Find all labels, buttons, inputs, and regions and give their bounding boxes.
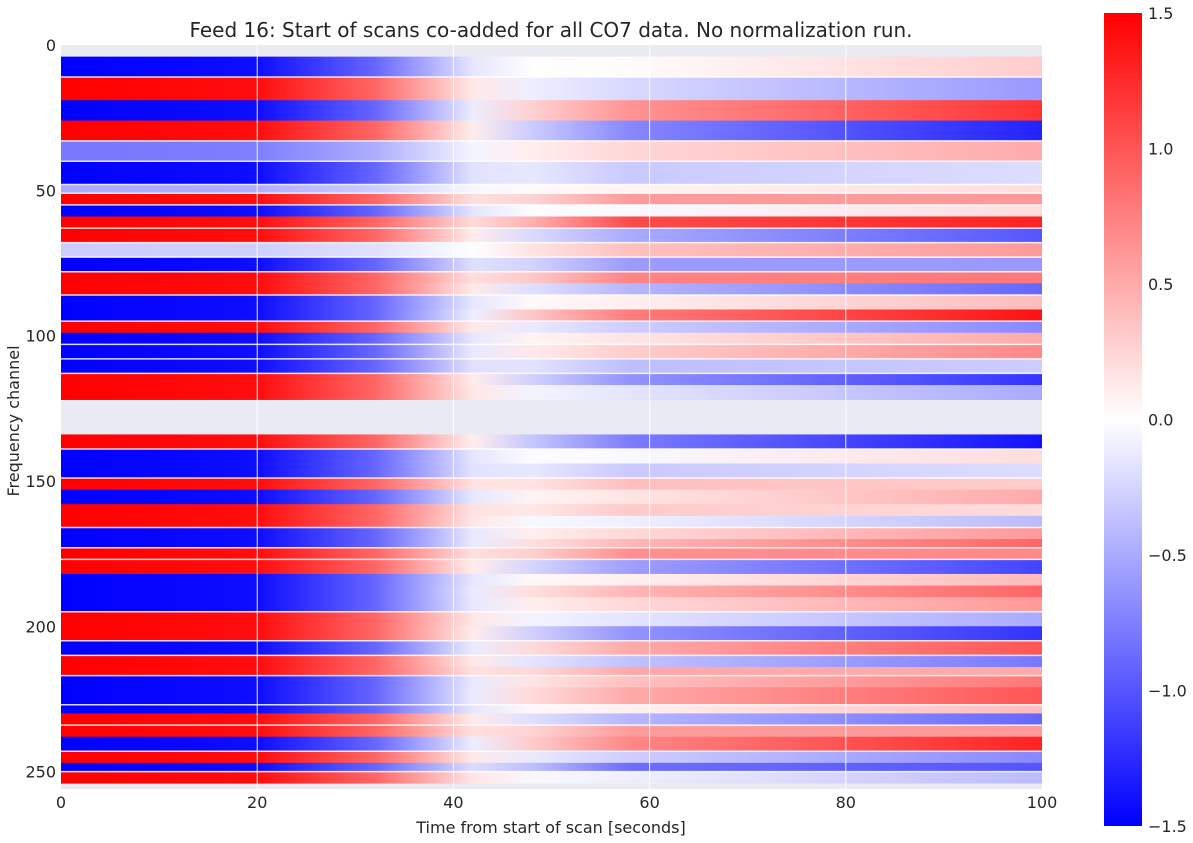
y-tick-label: 250 [25, 763, 56, 782]
heatmap-band [61, 559, 1042, 575]
y-tick-label: 50 [36, 181, 56, 200]
colorbar-gradient [1104, 13, 1142, 826]
heatmap-band [61, 100, 1042, 121]
heatmap-band [61, 294, 1042, 310]
y-tick-label: 200 [25, 617, 56, 636]
grid-lines [256, 45, 847, 789]
y-tick-label: 150 [25, 472, 56, 491]
heatmap-band [61, 539, 1042, 549]
colorbar-ticks: 1.5 1.0 0.5 0.0 −0.5 −1.0 −1.5 [1148, 4, 1187, 836]
heatmap-band [61, 204, 1042, 217]
colorbar-tick-label: −1.5 [1148, 817, 1187, 836]
heatmap-band [61, 751, 1042, 764]
heatmap-band [61, 611, 1042, 627]
heatmap-band [61, 504, 1042, 517]
heatmap-band [61, 242, 1042, 258]
plot-area [61, 45, 1042, 789]
colorbar: 1.5 1.0 0.5 0.0 −0.5 −1.0 −1.5 [1104, 4, 1187, 836]
heatmap-band [61, 309, 1042, 322]
x-axis-ticks: 0 20 40 60 80 100 [56, 793, 1057, 812]
heatmap-band [61, 655, 1042, 668]
heatmap-band [61, 56, 1042, 78]
colorbar-tick-label: 1.5 [1148, 4, 1173, 23]
heatmap-band [61, 527, 1042, 540]
heatmap-band [61, 713, 1042, 726]
heatmap-band [61, 76, 1042, 101]
y-tick-label: 0 [46, 36, 56, 55]
heatmap-band [61, 385, 1042, 400]
x-axis-label: Time from start of scan [seconds] [415, 818, 685, 837]
chart-title: Feed 16: Start of scans co-added for all… [189, 18, 912, 42]
heatmap-band [61, 193, 1042, 206]
heatmap-band [61, 675, 1042, 688]
colorbar-tick-label: −1.0 [1148, 682, 1187, 701]
colorbar-tick-label: 1.0 [1148, 140, 1173, 159]
heatmap-band [61, 332, 1042, 345]
heatmap-band [61, 573, 1042, 586]
heatmap-band [61, 762, 1042, 772]
heatmap-band [61, 489, 1042, 505]
heatmap-band [61, 434, 1042, 450]
heatmap-band [61, 515, 1042, 528]
colorbar-tick-label: −0.5 [1148, 546, 1187, 565]
heatmap-band [61, 184, 1042, 194]
heatmap-rows [61, 56, 1042, 784]
heatmap-band [61, 216, 1042, 229]
heatmap-band [61, 161, 1042, 185]
heatmap-band [61, 687, 1042, 706]
heatmap-band [61, 140, 1042, 162]
colorbar-tick-label: 0.5 [1148, 275, 1173, 294]
x-tick-label: 40 [443, 793, 463, 812]
heatmap-band [61, 640, 1042, 656]
heatmap-band [61, 373, 1042, 386]
x-tick-label: 0 [56, 793, 66, 812]
x-tick-label: 20 [247, 793, 267, 812]
heatmap-band [61, 704, 1042, 714]
heatmap-band [61, 736, 1042, 752]
heatmap-band [61, 666, 1042, 677]
heatmap-band [61, 358, 1042, 374]
y-axis-label: Frequency channel [4, 345, 23, 496]
heatmap-band [61, 771, 1042, 784]
heatmap-band [61, 120, 1042, 142]
heatmap-band [61, 725, 1042, 738]
heatmap-band [61, 344, 1042, 360]
heatmap-band [61, 448, 1042, 464]
heatmap-band [61, 271, 1042, 284]
heatmap-band [61, 478, 1042, 491]
heatmap-band [61, 321, 1042, 334]
heatmap-band [61, 463, 1042, 479]
y-axis-ticks: 0 50 100 150 200 250 [25, 36, 56, 782]
x-tick-label: 100 [1027, 793, 1058, 812]
x-tick-label: 60 [639, 793, 659, 812]
heatmap-band [61, 597, 1042, 613]
heatmap-band [61, 626, 1042, 642]
y-tick-label: 100 [25, 327, 56, 346]
heatmap-band [61, 228, 1042, 244]
heatmap-band [61, 257, 1042, 273]
x-tick-label: 80 [836, 793, 856, 812]
heatmap-band [61, 547, 1042, 560]
colorbar-tick-label: 0.0 [1148, 411, 1173, 430]
heatmap-band [61, 283, 1042, 296]
heatmap-band [61, 585, 1042, 598]
